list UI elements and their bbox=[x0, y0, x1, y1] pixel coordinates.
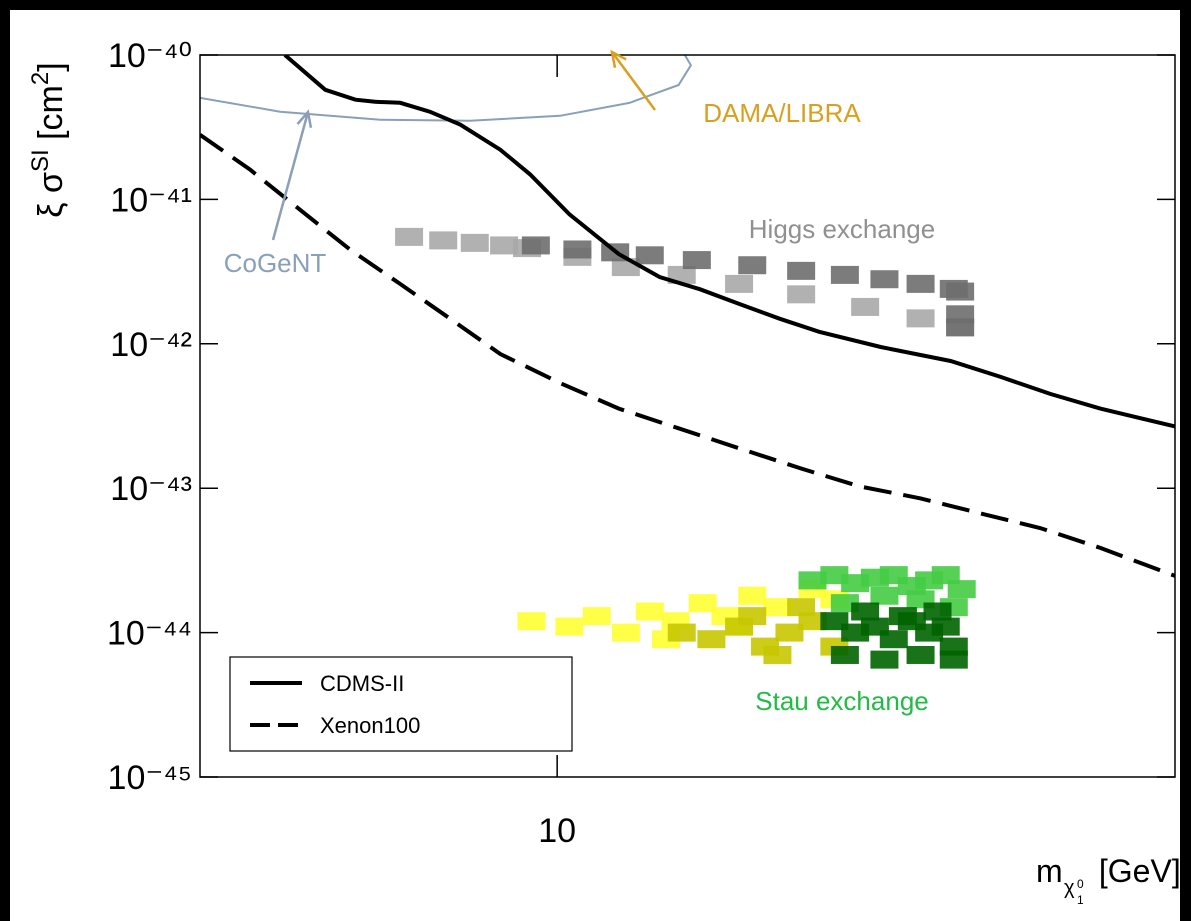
y-axis-label: ξ σSI [cm2] bbox=[27, 62, 70, 217]
scatter-point bbox=[787, 261, 816, 280]
y-label-part: [cm bbox=[32, 85, 70, 149]
annotation: Stau exchange bbox=[755, 686, 928, 716]
scatter-point bbox=[830, 265, 859, 284]
scatter-point bbox=[738, 607, 767, 626]
scatter-point bbox=[946, 318, 975, 337]
y-label-part: 2 bbox=[27, 72, 54, 85]
scatter-point bbox=[870, 270, 899, 289]
x-axis-label: mχ 0 1 [GeV] bbox=[1036, 853, 1181, 907]
y-tick-label: 10⁻⁴⁵ bbox=[108, 759, 192, 797]
scatter-point bbox=[725, 274, 754, 293]
plot-area bbox=[200, 55, 1175, 669]
x-label-part: 0 bbox=[1077, 877, 1084, 891]
scatter-point bbox=[906, 274, 935, 293]
background bbox=[10, 10, 1180, 921]
scatter-point bbox=[931, 566, 960, 585]
annotation-arrowhead bbox=[296, 109, 313, 128]
scatter-point bbox=[738, 256, 767, 275]
legend-label: CDMS-II bbox=[320, 671, 404, 696]
scatter-point bbox=[635, 602, 664, 621]
y-label-part: SI bbox=[27, 149, 54, 172]
scatter-point bbox=[697, 630, 726, 649]
scatter-point bbox=[460, 233, 489, 252]
scatter-point bbox=[851, 297, 880, 316]
scatter-point bbox=[870, 586, 899, 605]
y-tick-label: 10⁻⁴⁴ bbox=[107, 615, 192, 653]
annotation-arrow bbox=[271, 111, 310, 241]
scatter-point bbox=[517, 612, 546, 631]
scatter-point bbox=[395, 227, 424, 246]
plot-frame bbox=[199, 54, 1176, 778]
scatter-point bbox=[555, 617, 584, 636]
annotation: DAMA/LIBRA bbox=[703, 98, 861, 128]
scatter-point bbox=[870, 650, 899, 669]
x-label-part: 1 bbox=[1077, 893, 1084, 907]
scatter-point bbox=[939, 650, 968, 669]
y-tick-label: 10⁻⁴¹ bbox=[110, 181, 192, 219]
scatter-point bbox=[521, 236, 550, 255]
scatter-point bbox=[563, 240, 592, 259]
scatter-point bbox=[906, 309, 935, 328]
line bbox=[200, 133, 1175, 578]
scatter-point bbox=[851, 602, 880, 621]
scatter-point bbox=[879, 630, 908, 649]
scatter-point bbox=[635, 246, 664, 265]
scatter-point bbox=[798, 571, 827, 590]
scatter-point bbox=[947, 580, 976, 599]
y-tick-label: 10⁻⁴⁰ bbox=[108, 37, 192, 75]
scatter-point bbox=[738, 586, 767, 605]
scatter-point bbox=[798, 612, 827, 631]
legend-box bbox=[229, 656, 573, 752]
annotation: Higgs exchange bbox=[749, 214, 935, 244]
y-tick-label: 10⁻⁴³ bbox=[110, 470, 192, 508]
scatter-point bbox=[906, 645, 935, 664]
annotation: CoGeNT bbox=[224, 248, 327, 278]
scatter-point bbox=[888, 607, 917, 626]
scatter-point bbox=[582, 607, 611, 626]
y-label-part: ξ σ bbox=[32, 172, 70, 218]
x-label-part: χ bbox=[1064, 877, 1075, 899]
scatter-point bbox=[763, 645, 792, 664]
scatter-point bbox=[688, 594, 717, 613]
x-label-part: [GeV] bbox=[1090, 853, 1181, 889]
scatter-point bbox=[429, 231, 458, 250]
contour bbox=[200, 55, 693, 122]
scatter-point bbox=[490, 236, 519, 255]
annotation-arrowhead bbox=[610, 49, 627, 68]
scatter-point bbox=[682, 251, 711, 270]
x-tick-label: 10 bbox=[538, 812, 576, 850]
scatter-point bbox=[931, 617, 960, 636]
scatter-point bbox=[611, 623, 640, 642]
scatter-point bbox=[787, 598, 816, 617]
scatter-point bbox=[923, 602, 952, 621]
scatter-point bbox=[667, 623, 696, 642]
line bbox=[283, 55, 1175, 429]
scatter-point bbox=[787, 285, 816, 304]
legend-label: Xenon100 bbox=[320, 713, 420, 738]
y-tick-label: 10⁻⁴² bbox=[110, 326, 192, 364]
scatter-point bbox=[667, 265, 696, 284]
annotation-arrow bbox=[610, 51, 657, 111]
scatter-point bbox=[763, 598, 792, 617]
scatter-point bbox=[830, 645, 859, 664]
scatter-point bbox=[775, 623, 804, 642]
y-label-part: ] bbox=[32, 62, 70, 71]
scatter-point bbox=[946, 282, 975, 301]
x-label-part: m bbox=[1036, 853, 1063, 889]
